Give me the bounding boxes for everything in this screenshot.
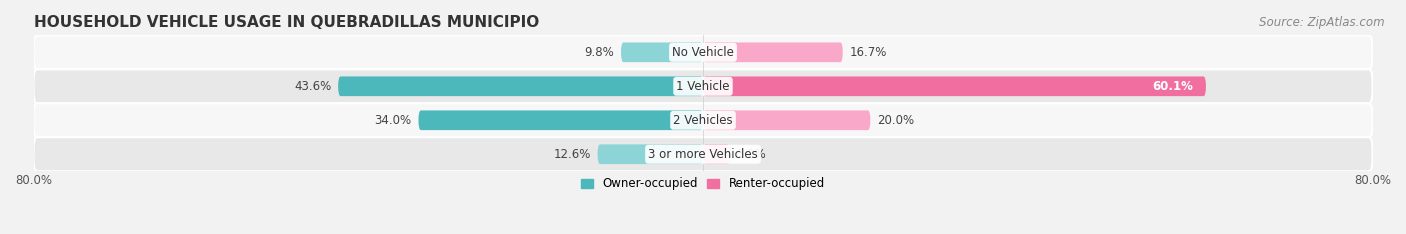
Text: 60.1%: 60.1% <box>1153 80 1194 93</box>
Text: 2 Vehicles: 2 Vehicles <box>673 114 733 127</box>
FancyBboxPatch shape <box>34 137 1372 171</box>
FancyBboxPatch shape <box>703 77 1206 96</box>
FancyBboxPatch shape <box>419 110 703 130</box>
FancyBboxPatch shape <box>703 42 842 62</box>
Text: HOUSEHOLD VEHICLE USAGE IN QUEBRADILLAS MUNICIPIO: HOUSEHOLD VEHICLE USAGE IN QUEBRADILLAS … <box>34 15 538 30</box>
FancyBboxPatch shape <box>34 35 1372 69</box>
Text: 16.7%: 16.7% <box>849 46 887 59</box>
Text: Source: ZipAtlas.com: Source: ZipAtlas.com <box>1260 16 1385 29</box>
FancyBboxPatch shape <box>34 103 1372 137</box>
Text: No Vehicle: No Vehicle <box>672 46 734 59</box>
FancyBboxPatch shape <box>598 144 703 164</box>
Text: 20.0%: 20.0% <box>877 114 914 127</box>
Text: 43.6%: 43.6% <box>294 80 332 93</box>
Text: 34.0%: 34.0% <box>374 114 412 127</box>
Text: 3 or more Vehicles: 3 or more Vehicles <box>648 148 758 161</box>
Text: 1 Vehicle: 1 Vehicle <box>676 80 730 93</box>
Legend: Owner-occupied, Renter-occupied: Owner-occupied, Renter-occupied <box>576 173 830 195</box>
Text: 12.6%: 12.6% <box>554 148 591 161</box>
Text: 3.2%: 3.2% <box>737 148 766 161</box>
FancyBboxPatch shape <box>34 69 1372 103</box>
Text: 9.8%: 9.8% <box>585 46 614 59</box>
FancyBboxPatch shape <box>337 77 703 96</box>
FancyBboxPatch shape <box>703 110 870 130</box>
FancyBboxPatch shape <box>703 144 730 164</box>
FancyBboxPatch shape <box>621 42 703 62</box>
